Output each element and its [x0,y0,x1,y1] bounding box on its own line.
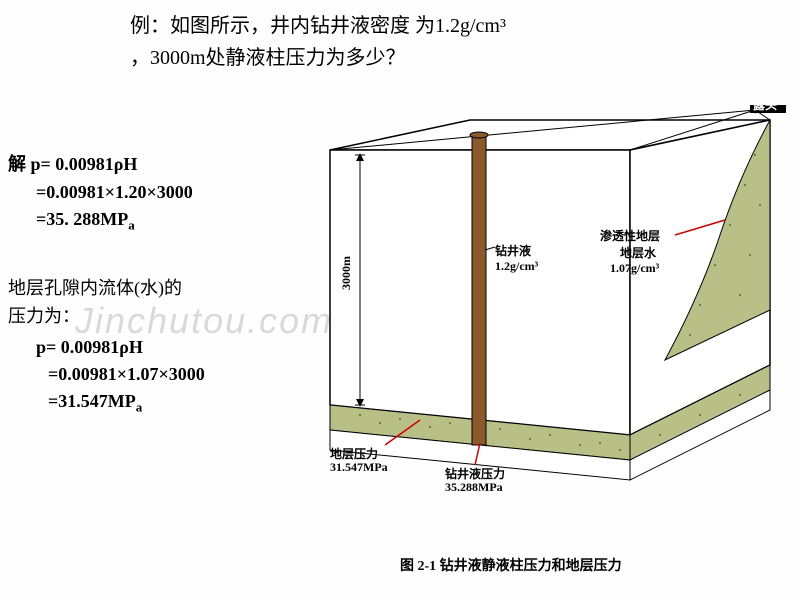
outcrop-label: 露头 [753,105,777,112]
title-line-1: 例：如图所示，井内钻井液密度 为1.2g/cm³ [130,10,690,42]
figure-caption: 图 2-1 钻井液静液柱压力和地层压力 [400,555,622,575]
formation-water-label: 地层水 [620,245,657,260]
permeable-label: 渗透性地层 [600,228,660,243]
sol2-line2: =0.00981×1.07×3000 [8,364,298,385]
paragraph: 地层孔隙内流体(水)的 压力为： [8,274,298,332]
sol2-line1: p= 0.00981ρH [8,337,298,358]
sol1-l3-text: =35. 288MP [36,209,128,229]
para-l2: 压力为： [8,302,298,331]
title-line-2: ，3000m处静液柱压力为多少？ [130,42,690,74]
formation-water-density: 1.07g/cm³ [610,261,660,275]
problem-title: 例：如图所示，井内钻井液密度 为1.2g/cm³ ，3000m处静液柱压力为多少… [130,10,690,74]
sol1-line2: =0.00981×1.20×3000 [8,182,298,203]
sol2-l3-text: =31.547MP [48,391,136,411]
fluid-pressure-label: 钻井液压力 [445,466,505,481]
formation-pressure-label: 地层压力 [330,446,378,461]
well-top [470,132,488,138]
sol2-unit: a [136,400,143,415]
formation-pressure-value: 31.547MPa [330,460,388,474]
solution-column: 解 p= 0.00981ρH =0.00981×1.20×3000 =35. 2… [8,150,298,422]
depth-label: 3000m [339,256,353,290]
sol2-line3: =31.547MPa [8,391,298,416]
sol1-unit: a [128,218,135,233]
para-l1: 地层孔隙内流体(水)的 [8,274,298,303]
drilling-fluid-density: 1.2g/cm³ [495,259,539,273]
sol1-line3: =35. 288MPa [8,209,298,234]
well-bore [472,135,486,445]
fluid-pressure-value: 35.288MPa [445,480,503,494]
drilling-fluid-label: 钻井液 [495,243,531,258]
sol1-line1: 解 p= 0.00981ρH [8,150,298,176]
geology-diagram: 3000m 露头 钻井液 1.2g/cm³ 渗透性地层 地层水 1.07g/cm… [300,105,790,505]
